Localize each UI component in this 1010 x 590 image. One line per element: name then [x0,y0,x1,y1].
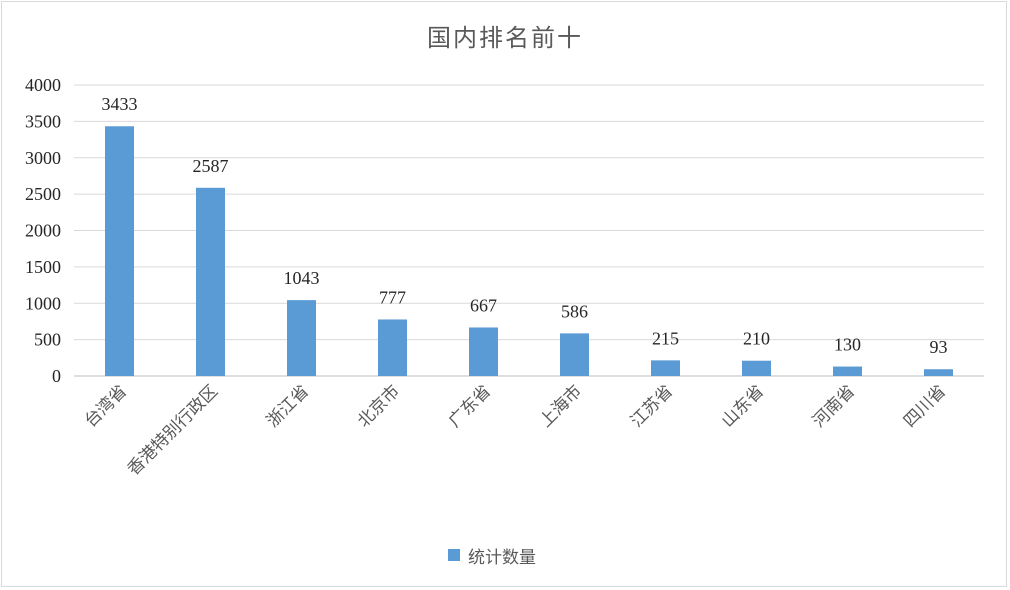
bar [651,360,680,376]
category-label: 四川省 [900,381,950,431]
category-label: 江苏省 [627,381,677,431]
y-tick-label: 1500 [25,257,61,277]
bar [742,360,771,376]
bar [833,366,862,376]
category-label: 广东省 [445,381,495,431]
category-label: 台湾省 [81,381,131,431]
category-label: 浙江省 [263,381,313,431]
bar [196,187,225,376]
category-label: 香港特别行政区 [124,381,222,479]
y-tick-label: 2500 [25,184,61,204]
category-label: 山东省 [718,381,768,431]
bar [469,327,498,376]
bar [560,333,589,376]
data-labels: 3433 2587 1043 777 667 586 215 210 130 93 [102,94,948,357]
y-tick-label: 500 [34,330,61,350]
data-label: 210 [743,329,770,349]
category-label: 河南省 [809,381,859,431]
data-label: 667 [470,295,497,315]
bar [287,300,316,376]
y-tick-label: 3000 [25,148,61,168]
bar [105,126,134,376]
y-tick-label: 0 [52,366,61,386]
data-label: 3433 [102,94,138,114]
y-axis-ticks: 0 500 1000 1500 2000 2500 3000 3500 4000 [25,75,61,386]
bar [378,319,407,376]
bars [105,126,953,376]
data-label: 586 [561,301,588,321]
data-label: 93 [930,337,948,357]
data-label: 2587 [193,156,229,176]
bar [924,369,953,376]
legend: 统计数量 [448,544,536,568]
data-label: 1043 [284,268,320,288]
gridlines [74,84,984,377]
legend-label: 统计数量 [468,547,536,568]
category-label: 上海市 [536,381,586,431]
y-tick-label: 4000 [25,75,61,95]
data-label: 215 [652,328,679,348]
y-tick-label: 3500 [25,111,61,131]
chart-title: 国内排名前十 [427,24,583,52]
category-label: 北京市 [354,381,404,431]
y-tick-label: 1000 [25,293,61,313]
legend-swatch [448,549,460,561]
y-tick-label: 2000 [25,221,61,241]
data-label: 130 [834,335,861,355]
data-label: 777 [379,287,406,307]
